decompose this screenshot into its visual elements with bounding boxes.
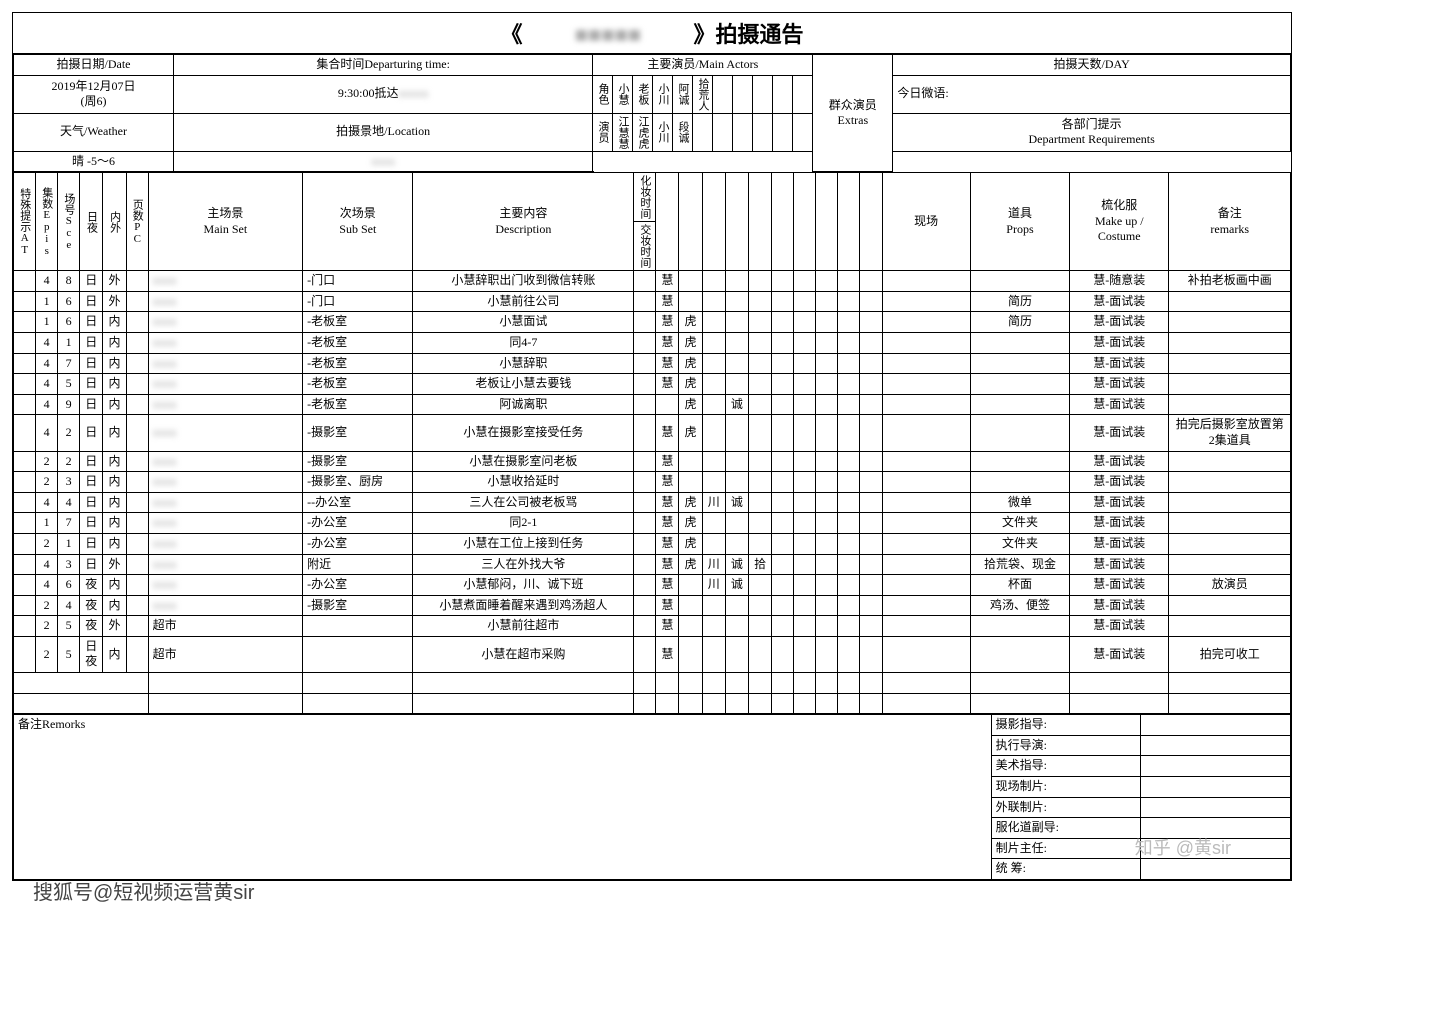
table-row: 49日内xxxx-老板室阿诚离职虎诚慧-面试装: [14, 394, 1291, 415]
col-props: 道具Props: [970, 173, 1069, 271]
col-mainset: 主场景Main Set: [148, 173, 303, 271]
credit-2: 美术指导:: [991, 756, 1141, 777]
credit-0: 摄影指导:: [991, 715, 1141, 736]
actor-label: 演员: [593, 113, 613, 151]
table-row: 25日夜内超市小慧在超市采购慧慧-面试装拍完可收工: [14, 636, 1291, 672]
table-row: 46夜内xxxx-办公室小慧郁闷，川、诚下班慧川诚杯面慧-面试装放演员: [14, 575, 1291, 596]
date-label: 拍摄日期/Date: [14, 55, 174, 76]
role-label: 角色: [593, 75, 613, 113]
actor-4: [693, 113, 713, 151]
weather-label: 天气/Weather: [14, 113, 174, 151]
table-row: 17日内xxxx-办公室同2-1慧虎文件夹慧-面试装: [14, 513, 1291, 534]
actor-1: 江虎虎: [633, 113, 653, 151]
table-row: 25夜外超市小慧前往超市慧慧-面试装: [14, 616, 1291, 637]
table-row: 23日内xxxx-摄影室、厨房小慧收拾延时慧慧-面试装: [14, 472, 1291, 493]
header-table: 拍摄日期/Date 集合时间Departuring time: 主要演员/Mai…: [13, 54, 1291, 172]
title-prefix: 《: [500, 22, 522, 47]
title-suffix: 》拍摄通告: [694, 22, 804, 47]
col-pc: 页数PC: [126, 173, 148, 271]
weather-value: 晴 -5～6: [14, 151, 174, 172]
actor-2: 小川: [653, 113, 673, 151]
char-0: 小慧: [613, 75, 633, 113]
table-row: 47日内xxxx-老板室小慧辞职慧虎慧-面试装: [14, 353, 1291, 374]
char-3: 阿诚: [673, 75, 693, 113]
col-release-time: 交妆时间: [634, 222, 656, 271]
table-row: 48日外xxxx-门口小慧辞职出门收到微信转账慧慧-随意装补拍老板画中画: [14, 271, 1291, 292]
departure-label: 集合时间Departuring time:: [174, 55, 593, 76]
call-sheet: 《 ■■■■■ 》拍摄通告 拍摄日期/Date 集合时间Departuring …: [12, 12, 1292, 881]
table-row: 41日内xxxx-老板室同4-7慧虎慧-面试装: [14, 332, 1291, 353]
col-makeup: 梳化服Make up / Costume: [1070, 173, 1169, 271]
days-label: 拍摄天数/DAY: [893, 55, 1291, 76]
char-4: 拾荒人: [693, 75, 713, 113]
title-hidden: ■■■■■: [528, 22, 688, 48]
col-makeup-time: 化妆时间: [634, 173, 656, 222]
location-value: xxxx: [174, 151, 593, 172]
actors-label: 主要演员/Main Actors: [593, 55, 813, 76]
title-row: 《 ■■■■■ 》拍摄通告: [13, 13, 1291, 54]
table-row: 16日外xxxx-门口小慧前往公司慧简历慧-面试装: [14, 291, 1291, 312]
credit-6: 制片主任:: [991, 838, 1141, 859]
watermark-right: 知乎 @黄sir: [1135, 834, 1231, 860]
credit-3: 现场制片:: [991, 777, 1141, 798]
footer-remarks-label: 备注Remorks: [14, 715, 992, 880]
col-desc: 主要内容Description: [413, 173, 634, 271]
footer-table: 备注Remorks 摄影指导: 执行导演: 美术指导: 现场制片: 外联制片: …: [13, 714, 1291, 880]
departure-value: 9:30:00抵达xxxxx: [174, 75, 593, 113]
credit-1: 执行导演:: [991, 735, 1141, 756]
credit-5: 服化道副导:: [991, 818, 1141, 839]
col-epis: 集数Epis: [36, 173, 58, 271]
table-row: 16日内xxxx-老板室小慧面试慧虎简历慧-面试装: [14, 312, 1291, 333]
column-header-row: 特殊提示AT 集数Epis 场号Sce 日夜 内外 页数PC 主场景Main S…: [14, 173, 1291, 222]
actor-3: 段诚: [673, 113, 693, 151]
table-row: 45日内xxxx-老板室老板让小慧去要钱慧虎慧-面试装: [14, 374, 1291, 395]
char-1: 老板: [633, 75, 653, 113]
table-row: 43日外xxxx附近三人在外找大爷慧虎川诚拾拾荒袋、现金慧-面试装: [14, 554, 1291, 575]
location-label: 拍摄景地/Location: [174, 113, 593, 151]
table-row: 21日内xxxx-办公室小慧在工位上接到任务慧虎文件夹慧-面试装: [14, 533, 1291, 554]
table-row: 44日内xxxx--办公室三人在公司被老板骂慧虎川诚微单慧-面试装: [14, 492, 1291, 513]
col-dn: 日夜: [80, 173, 103, 271]
extras-cell: 群众演员 Extras: [813, 55, 893, 172]
credit-4: 外联制片:: [991, 797, 1141, 818]
actor-0: 江慧慧: [613, 113, 633, 151]
table-row: 22日内xxxx-摄影室小慧在摄影室问老板慧慧-面试装: [14, 451, 1291, 472]
col-at: 特殊提示AT: [14, 173, 36, 271]
watermark-left: 搜狐号@短视频运营黄sir: [33, 876, 254, 905]
table-row: 24夜内xxxx-摄影室小慧煮面睡着醒来遇到鸡汤超人慧鸡汤、便签慧-面试装: [14, 595, 1291, 616]
table-row: 42日内xxxx-摄影室小慧在摄影室接受任务慧虎慧-面试装拍完后摄影室放置第2集…: [14, 415, 1291, 451]
char-2: 小川: [653, 75, 673, 113]
blank-row: [14, 693, 1291, 714]
dept-label: 各部门提示 Department Requirements: [893, 113, 1291, 151]
col-onsite: 现场: [882, 173, 970, 271]
weibo-label: 今日微语:: [893, 75, 1291, 113]
col-subset: 次场景Sub Set: [303, 173, 413, 271]
schedule-table: 特殊提示AT 集数Epis 场号Sce 日夜 内外 页数PC 主场景Main S…: [13, 172, 1291, 714]
col-io: 内外: [103, 173, 126, 271]
credit-7: 统 筹:: [991, 859, 1141, 880]
date-value: 2019年12月07日 (周6): [14, 75, 174, 113]
blank-row: [14, 673, 1291, 694]
col-remarks: 备注remarks: [1169, 173, 1291, 271]
col-sce: 场号Sce: [58, 173, 80, 271]
